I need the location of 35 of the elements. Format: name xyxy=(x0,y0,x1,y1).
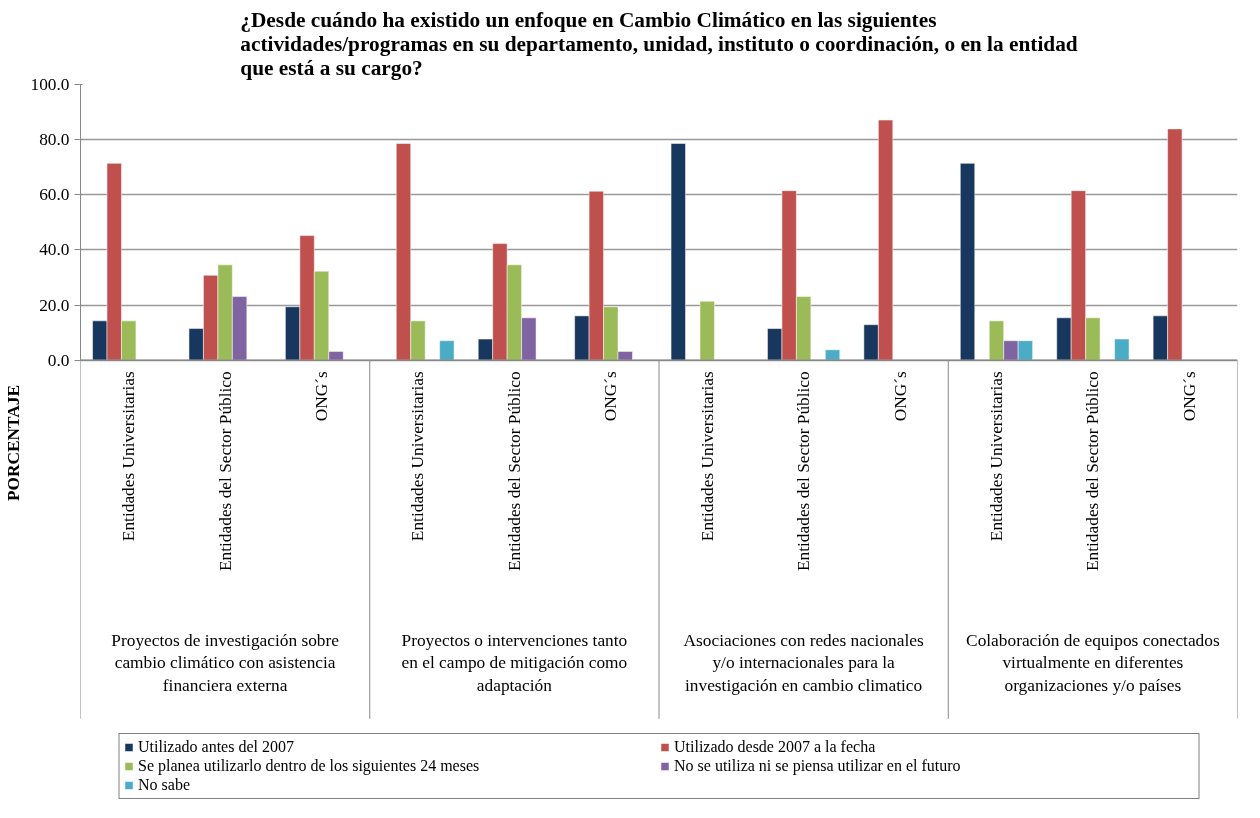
bar xyxy=(960,163,976,361)
legend-label: No se utiliza ni se piensa utilizar en el futuro xyxy=(674,757,962,775)
text: Proyectos o intervenciones tanto en el campo de mitigación como adaptación xyxy=(401,630,628,696)
bar xyxy=(825,349,841,361)
bar xyxy=(699,301,715,361)
legend-label: Utilizado desde 2007 a la fecha xyxy=(674,738,877,756)
legend-label: No sabe xyxy=(138,776,191,794)
y-tick-label: 40.0 xyxy=(39,240,70,260)
x-tick-label: Entidades del Sector Público xyxy=(794,371,814,572)
y-tick-label: 60.0 xyxy=(39,185,70,205)
x-tick-label: ONG´s xyxy=(312,371,332,422)
y-tick-label: 0.0 xyxy=(47,350,70,370)
y-tick-label: 20.0 xyxy=(39,295,70,315)
bar xyxy=(670,143,686,361)
bar xyxy=(1114,338,1130,361)
x-tick-label: Entidades Universitarias xyxy=(119,371,139,542)
y-tick-label: 80.0 xyxy=(39,130,70,150)
x-tick-label: ONG´s xyxy=(601,371,621,422)
legend-label: Utilizado antes del 2007 xyxy=(138,738,295,756)
text: Proyectos de investigación sobre cambio climático con asistencia financiera externa xyxy=(111,630,340,696)
x-tick-label: Entidades Universitarias xyxy=(697,371,717,542)
x-tick-label: ONG´s xyxy=(1179,371,1199,422)
chart-title: ¿Desde cuándo ha existido un enfoque en Cambio Climático en las siguientes actividades/programas en su departamento, unidad, instituto o coordinación, o en la entidad que está a su cargo? xyxy=(240,7,1078,80)
x-tick-label: Entidades Universitarias xyxy=(986,371,1006,542)
x-tick-label: ONG´s xyxy=(890,371,910,422)
x-tick-label: Entidades del Sector Público xyxy=(1083,371,1103,572)
legend-label: Se planea utilizarlo dentro de los siguientes 24 meses xyxy=(138,757,481,775)
x-tick-label: Entidades del Sector Público xyxy=(215,371,235,572)
bar xyxy=(439,340,455,361)
text: Colaboración de equipos conectados virtualmente en diferentes organizaciones y/o países xyxy=(966,630,1220,696)
text: Asociaciones con redes nacionales y/o internacionales para la investigación en cambio climatico xyxy=(683,630,924,696)
x-tick-label: Entidades Universitarias xyxy=(408,371,428,542)
y-axis-title: PORCENTAJE xyxy=(3,384,23,502)
y-tick-label: 100.0 xyxy=(30,75,70,94)
x-tick-label: Entidades del Sector Público xyxy=(504,371,524,572)
